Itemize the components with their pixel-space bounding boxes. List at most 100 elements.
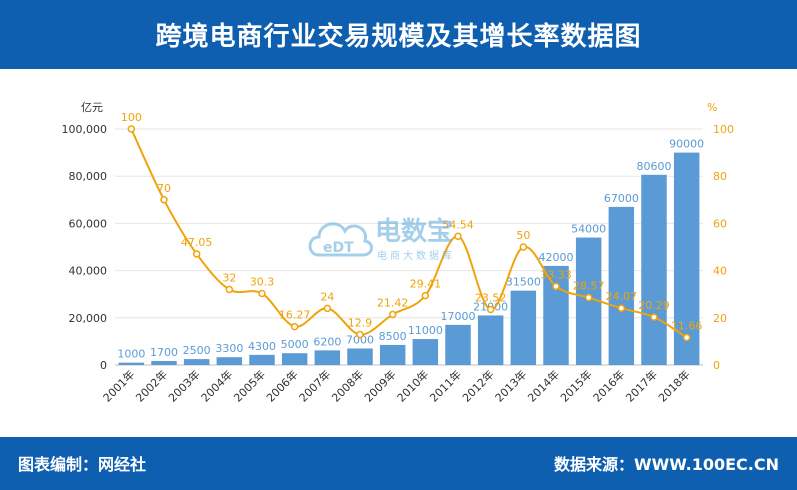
bar (445, 324, 471, 365)
line-point (388, 310, 397, 319)
x-tick-label: 2016年 (590, 367, 627, 404)
x-tick-label: 2008年 (329, 367, 366, 404)
bar-value-label: 2500 (183, 344, 211, 357)
bar (641, 174, 667, 365)
line-value-label: 100 (121, 111, 142, 124)
line-point (192, 250, 201, 258)
x-tick-label: 2009年 (361, 367, 398, 404)
bar (510, 290, 537, 365)
line-value-label: 28.57 (573, 280, 605, 293)
y-left-tick-label: 0 (100, 359, 107, 372)
bar (608, 206, 635, 365)
x-tick-label: 2007年 (296, 367, 333, 404)
bar (249, 354, 275, 365)
x-tick-label: 2010年 (394, 367, 431, 404)
cloud-icon: eDT (308, 222, 373, 257)
chart-header: 跨境电商行业交易规模及其增长率数据图 (0, 0, 797, 69)
x-tick-label: 2012年 (459, 367, 496, 404)
line-value-label: 70 (157, 182, 171, 195)
line-value-label: 12.9 (348, 317, 373, 330)
bar-value-label: 1000 (117, 348, 145, 361)
bar-value-label: 67000 (604, 192, 639, 205)
bar-value-label: 31500 (506, 276, 541, 289)
x-tick-label: 2004年 (198, 367, 235, 404)
line-point (682, 333, 691, 342)
x-tick-label: 2013年 (492, 367, 529, 404)
bar-value-label: 80600 (637, 160, 672, 173)
bar-value-label: 42000 (539, 251, 574, 264)
y-left-tick-label: 40,000 (69, 265, 108, 278)
bar (543, 265, 569, 365)
line-point (356, 330, 364, 339)
bar (281, 353, 308, 365)
y-right-tick-label: 100 (713, 123, 734, 136)
line-point (258, 289, 266, 298)
y-left-tick-label: 100,000 (62, 123, 108, 136)
footer-source: 数据来源：WWW.100EC.CN (553, 455, 779, 474)
bar-value-label: 6200 (313, 335, 341, 348)
x-tick-label: 2014年 (525, 367, 562, 404)
line-point (323, 304, 332, 313)
x-tick-label: 2011年 (427, 367, 464, 404)
bar-value-label: 3300 (215, 342, 243, 355)
bar (183, 359, 210, 365)
x-tick-label: 2003年 (165, 367, 202, 404)
bar-value-label: 90000 (669, 138, 704, 151)
bar-value-label: 1700 (150, 346, 178, 359)
line-point (127, 125, 136, 133)
y-left-tick-label: 60,000 (69, 217, 108, 230)
y-right-tick-label: 0 (713, 359, 720, 372)
y-right-tick-label: 20 (713, 312, 727, 325)
bar (347, 348, 373, 365)
watermark-sub-text: 电商大数据库 (377, 251, 455, 262)
line-point (552, 282, 560, 291)
bar-value-label: 7000 (346, 333, 374, 346)
line-value-label: 47.05 (181, 236, 213, 249)
y-right-tick-label: 60 (713, 217, 727, 230)
bar (412, 339, 439, 365)
bar-value-label: 4300 (248, 340, 276, 353)
x-tick-label: 2002年 (133, 367, 170, 404)
x-tick-label: 2006年 (263, 367, 300, 404)
bar-value-label: 5000 (281, 338, 309, 351)
y-left-tick-label: 20,000 (69, 312, 108, 325)
line-point (519, 243, 528, 251)
bar-value-label: 11000 (408, 324, 443, 337)
line-point (454, 232, 462, 241)
line-value-label: 29.41 (410, 278, 442, 291)
line-point (486, 305, 495, 314)
line-point (650, 313, 658, 321)
chart-title: 跨境电商行业交易规模及其增长率数据图 (155, 22, 642, 52)
line-value-label: 54.54 (442, 218, 474, 231)
line-value-label: 20.29 (638, 299, 670, 312)
line-value-label: 32 (222, 271, 236, 284)
x-tick-label: 2001年 (100, 367, 137, 404)
bar-line-chart: 0 20,000 40,000 60,000 80,000 100,000 0 20 40 60 8… (62, 101, 735, 405)
y-right-tick-label: 80 (713, 170, 727, 183)
y-right-tick-label: 40 (713, 265, 727, 278)
chart-footer: 图表编制：网经社 数据来源：WWW.100EC.CN (0, 437, 797, 490)
line-point (225, 285, 234, 294)
bar (379, 344, 406, 365)
line-value-label: 50 (516, 229, 530, 242)
line-point (160, 196, 168, 204)
bar-value-label: 54000 (571, 223, 606, 236)
line-point (584, 293, 593, 302)
bar-value-label: 17000 (441, 310, 476, 323)
watermark-logo: eDT 电数宝 电商大数据库 (305, 205, 480, 267)
y-left-tick-label: 80,000 (69, 170, 108, 183)
line-value-label: 24.07 (606, 290, 638, 303)
bar (477, 315, 504, 365)
line-value-label: 11.66 (671, 319, 703, 332)
line-point (421, 291, 430, 300)
line-value-label: 16.27 (279, 309, 311, 322)
x-tick-label: 2017年 (623, 367, 660, 404)
footer-credit: 图表编制：网经社 (18, 455, 147, 474)
x-tick-label: 2005年 (231, 367, 268, 404)
bar (673, 152, 700, 365)
bar (118, 362, 145, 365)
bar-value-label: 8500 (379, 330, 407, 343)
line-value-label: 23.52 (475, 291, 507, 304)
x-tick-label: 2018年 (655, 367, 692, 404)
x-tick-label: 2015年 (557, 367, 594, 404)
